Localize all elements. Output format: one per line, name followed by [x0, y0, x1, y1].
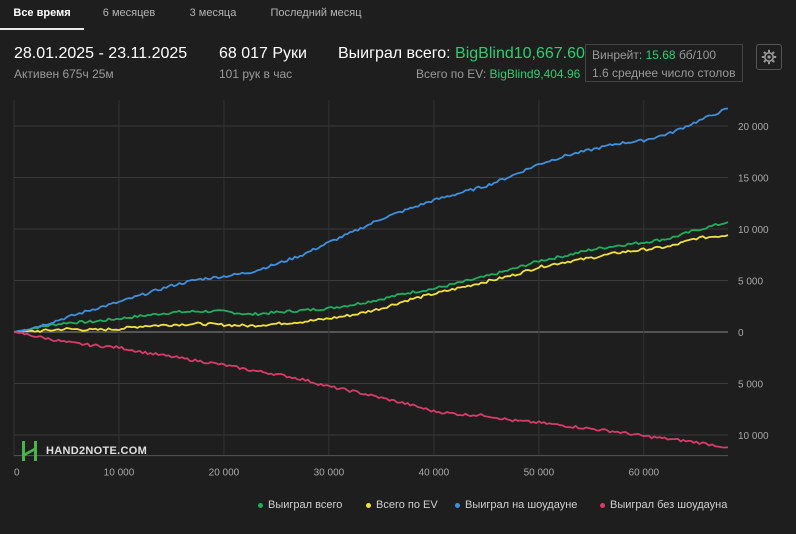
won-total-label: Выиграл всего:: [338, 45, 451, 62]
hand2note-logo: HAND2NOTE.COM: [20, 440, 147, 462]
hands-per-hour: 101 рук в час: [219, 67, 293, 81]
legend-dot-blue: [455, 502, 460, 508]
settings-button[interactable]: [756, 44, 782, 70]
date-range: 28.01.2025 - 23.11.2025: [14, 45, 188, 62]
won-total: Выиграл всего: BigBlind10,667.60: [338, 45, 585, 63]
x-tick-label: 10 000: [104, 468, 135, 479]
x-tick-label: 30 000: [314, 468, 345, 479]
legend-dot-yellow: [366, 502, 371, 508]
hands-count: 68 017 Руки: [219, 45, 307, 62]
x-tick-label: 0: [14, 468, 20, 479]
x-tick-label: 60 000: [629, 468, 660, 479]
stats-box: [585, 44, 743, 82]
winrate: Винрейт: 15.68 бб/100: [592, 48, 716, 62]
tab-6-months[interactable]: 6 месяцев: [102, 7, 156, 19]
won-total-value: BigBlind10,667.60: [455, 45, 585, 62]
legend-label: Выиграл без шоудауна: [610, 499, 728, 511]
y-tick-label: 15 000: [738, 174, 769, 185]
winrate-unit: бб/100: [678, 48, 717, 62]
tab-last-month[interactable]: Последний месяц: [270, 7, 362, 19]
x-tick-label: 50 000: [524, 468, 555, 479]
series-ev-line: [13, 234, 729, 334]
h2n-logo-icon: [22, 441, 37, 461]
chart-ticks: 20 000 15 000 10 000 5 000 0 5 000 10 000 0 10 0…: [14, 122, 769, 479]
legend-label: Выиграл всего: [268, 499, 343, 511]
legend-dot-green: [258, 502, 263, 508]
y-tick-label: 20 000: [738, 122, 769, 133]
chart-series: [13, 107, 729, 449]
active-time: Активен 675ч 25м: [14, 67, 114, 81]
x-tick-label: 20 000: [209, 468, 240, 479]
x-tick-label: 40 000: [419, 468, 450, 479]
ev-total-value: BigBlind9,404.96: [489, 67, 581, 81]
y-tick-label: 5 000: [738, 380, 763, 391]
ev-total: Всего по EV: BigBlind9,404.96: [416, 67, 580, 81]
legend-item-nonshowdown[interactable]: Выиграл без шоудауна: [600, 499, 727, 511]
winrate-label: Винрейт:: [592, 48, 643, 62]
ev-total-label: Всего по EV:: [416, 67, 487, 81]
legend-dot-red: [600, 502, 605, 508]
tab-all-time[interactable]: Все время: [0, 0, 84, 30]
legend-item-won[interactable]: Выиграл всего: [258, 499, 342, 511]
y-tick-label: 10 000: [738, 431, 769, 442]
legend-label: Всего по EV: [376, 499, 438, 511]
series-nonshowdown-line: [13, 331, 729, 449]
legend-label: Выиграл на шоудауне: [465, 499, 578, 511]
period-tabs: Все время 6 месяцев 3 месяца Последний м…: [0, 0, 796, 30]
chart-grid: [13, 100, 728, 457]
legend-item-ev[interactable]: Всего по EV: [366, 499, 438, 511]
series-won-total-line: [13, 221, 729, 333]
winrate-value: 15.68: [645, 48, 676, 62]
avg-tables: 1.6 среднее число столов: [592, 66, 736, 80]
y-tick-label: 10 000: [738, 225, 769, 236]
y-tick-label: 5 000: [738, 277, 763, 288]
logo-text: HAND2NOTE.COM: [46, 445, 148, 457]
series-showdown-line: [13, 107, 729, 333]
y-tick-label: 0: [738, 328, 744, 339]
legend-item-showdown[interactable]: Выиграл на шоудауне: [455, 499, 577, 511]
tab-3-months[interactable]: 3 месяца: [189, 7, 237, 19]
gear-icon: [761, 49, 777, 65]
